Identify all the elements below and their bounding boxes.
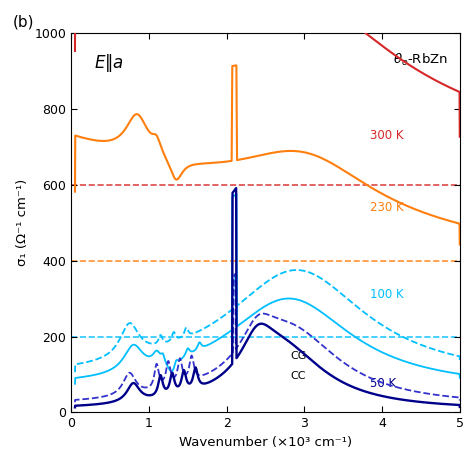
Text: 230 K: 230 K — [370, 201, 404, 214]
X-axis label: Wavenumber (×10³ cm⁻¹): Wavenumber (×10³ cm⁻¹) — [179, 436, 352, 449]
Text: $\theta_o$-RbZn: $\theta_o$-RbZn — [393, 52, 448, 68]
Text: (b): (b) — [13, 14, 34, 29]
Text: CC: CC — [290, 371, 306, 382]
Text: 50 K: 50 K — [370, 377, 397, 391]
Text: 100 K: 100 K — [370, 288, 404, 301]
Text: 300 K: 300 K — [370, 129, 404, 142]
Text: CG: CG — [290, 351, 307, 361]
Y-axis label: σ₁ (Ω⁻¹ cm⁻¹): σ₁ (Ω⁻¹ cm⁻¹) — [16, 179, 29, 266]
Text: $\mathit{E} \| \mathit{a}$: $\mathit{E} \| \mathit{a}$ — [94, 52, 124, 74]
